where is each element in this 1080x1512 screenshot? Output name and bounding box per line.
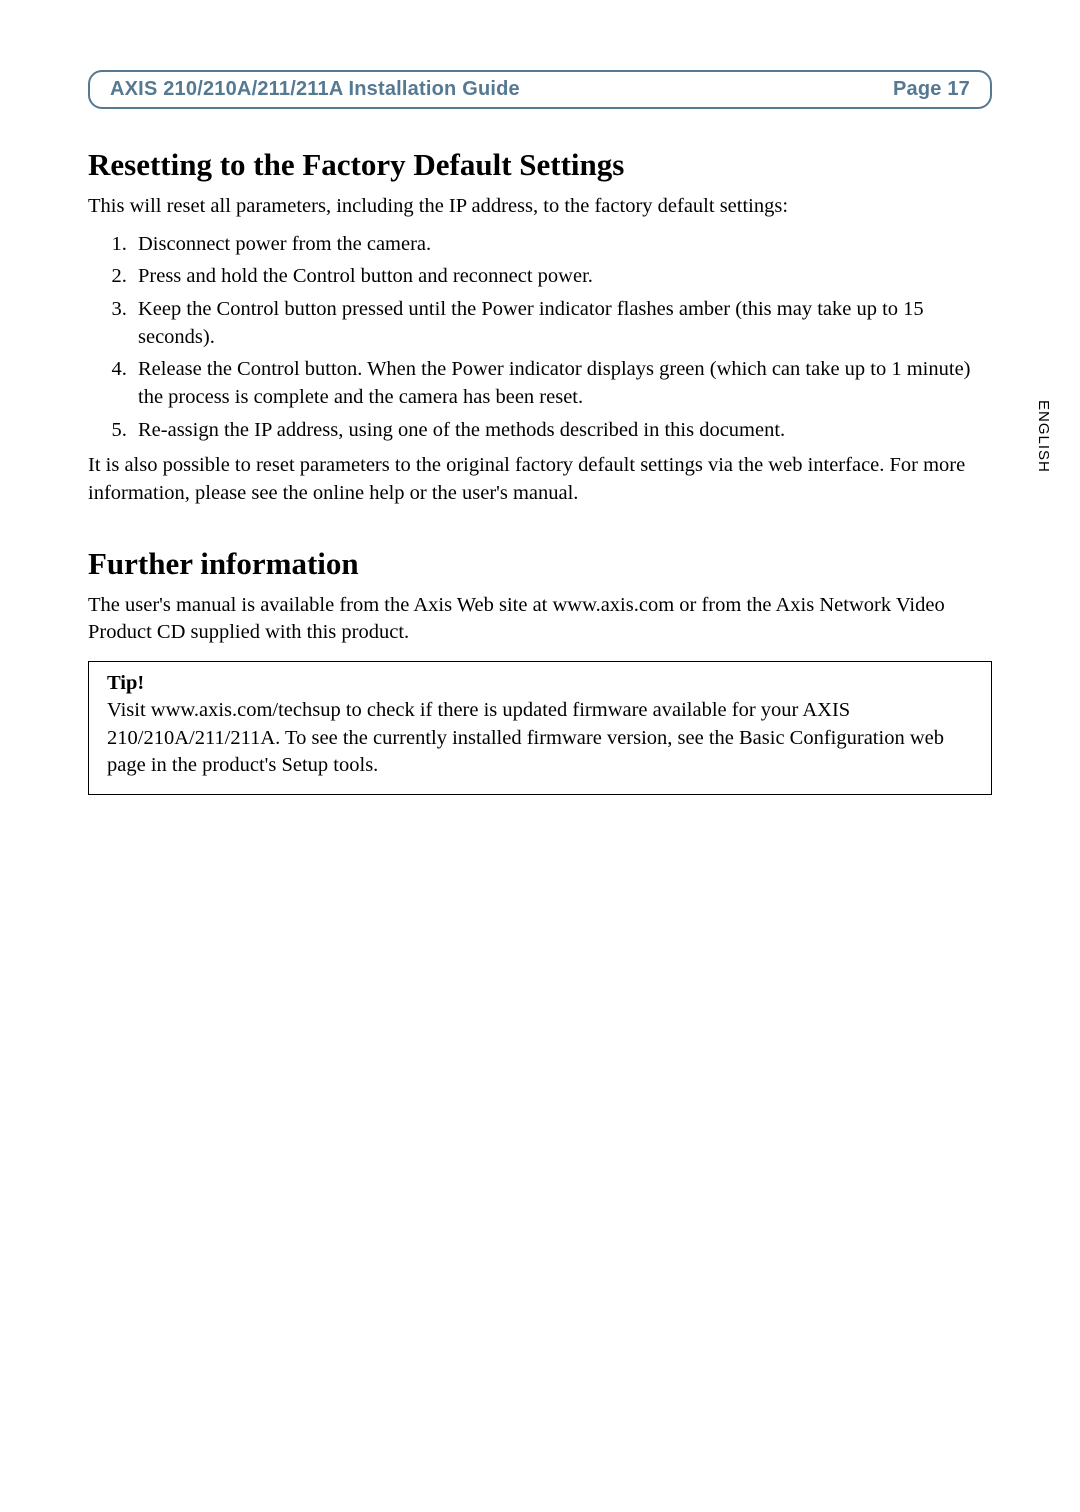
tip-box: Tip! Visit www.axis.com/techsup to check…	[88, 661, 992, 795]
reset-step: Disconnect power from the camera.	[132, 231, 992, 259]
reset-step: Keep the Control button pressed until th…	[132, 296, 992, 351]
tip-body: Visit www.axis.com/techsup to check if t…	[107, 697, 973, 780]
header-page-number: Page 17	[893, 78, 970, 101]
reset-step: Press and hold the Control button and re…	[132, 263, 992, 291]
reset-after-paragraph: It is also possible to reset parameters …	[88, 452, 992, 507]
reset-step: Re-assign the IP address, using one of t…	[132, 417, 992, 445]
tip-title: Tip!	[107, 672, 973, 695]
language-tab: ENGLISH	[1035, 400, 1052, 473]
section-heading-further: Further information	[88, 546, 992, 582]
reset-intro-paragraph: This will reset all parameters, includin…	[88, 193, 992, 221]
reset-step: Release the Control button. When the Pow…	[132, 356, 992, 411]
section-heading-reset: Resetting to the Factory Default Setting…	[88, 147, 992, 183]
document-page: AXIS 210/210A/211/211A Installation Guid…	[0, 0, 1080, 1512]
header-title: AXIS 210/210A/211/211A Installation Guid…	[110, 78, 520, 101]
reset-steps-list: Disconnect power from the camera. Press …	[88, 231, 992, 445]
further-info-paragraph: The user's manual is available from the …	[88, 592, 992, 647]
page-header-bar: AXIS 210/210A/211/211A Installation Guid…	[88, 70, 992, 109]
